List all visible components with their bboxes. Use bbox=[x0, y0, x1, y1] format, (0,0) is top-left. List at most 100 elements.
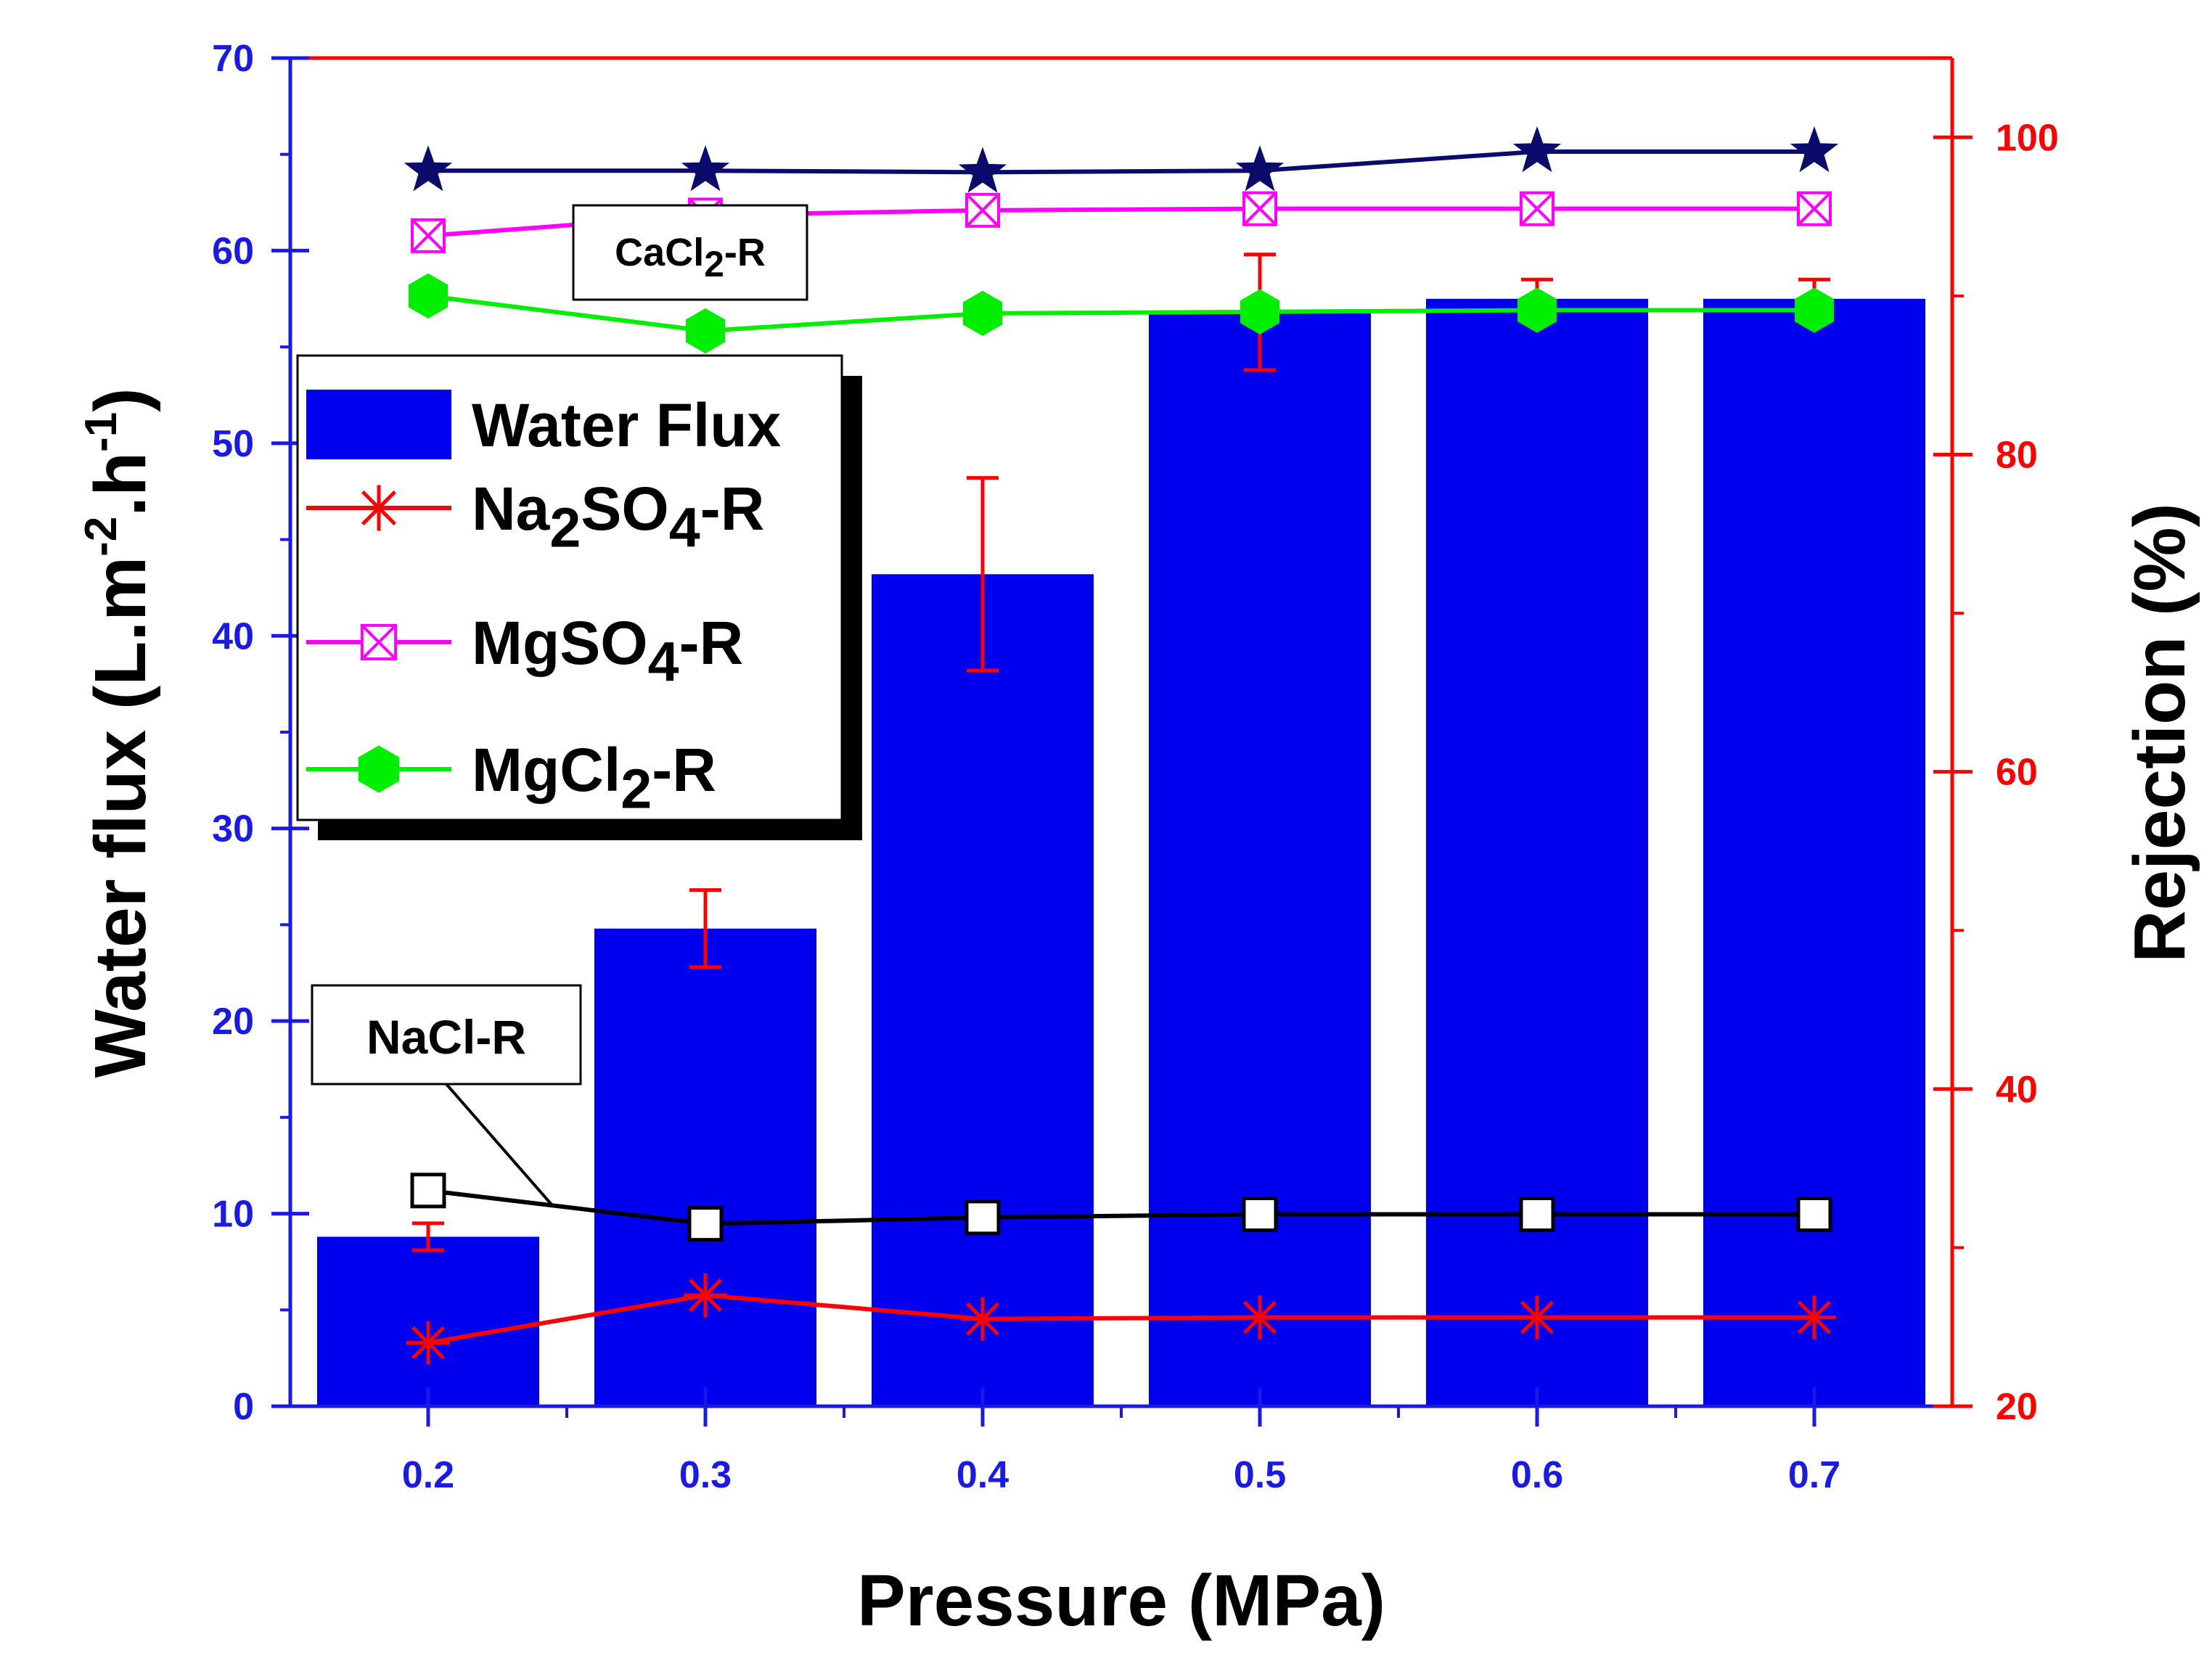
left-tick-label-30: 30 bbox=[212, 808, 254, 850]
point-Na2SO4-R-0.4 bbox=[961, 1297, 1004, 1341]
bar-0.7 bbox=[1703, 298, 1925, 1407]
legend-entry-Water Flux: Water Flux bbox=[306, 390, 782, 459]
legend-marker bbox=[356, 485, 402, 531]
x-tick-label-0.4: 0.4 bbox=[957, 1454, 1009, 1496]
series-MgCl2-R bbox=[409, 273, 1834, 354]
legend-marker bbox=[358, 745, 400, 793]
annotation-box-cacl2 bbox=[572, 204, 808, 301]
series-line-NaCl-R bbox=[427, 1188, 1814, 1226]
point-MgSO4-R-0.7 bbox=[1797, 191, 1832, 226]
legend-marker-stroke bbox=[361, 490, 397, 526]
error-bar-0.3 bbox=[689, 888, 721, 969]
legend-entry-Na2SO4-R: Na2SO4-R bbox=[306, 475, 764, 559]
axis-titles: Pressure (MPa) Water flux (L.m-2.h-1) Reje… bbox=[76, 387, 2200, 1641]
y-axis-title-part: .h bbox=[80, 452, 161, 517]
legend-label: MgSO4-R bbox=[472, 609, 743, 694]
left-tick-label-60: 60 bbox=[212, 230, 254, 272]
legend-label-part: 2 bbox=[549, 497, 581, 559]
left-tick-label-70: 70 bbox=[212, 38, 254, 80]
point-MgSO4-R-0.5 bbox=[1242, 191, 1277, 226]
annotation-cacl2: CaCl2-R bbox=[615, 231, 766, 284]
right-tick-label-40: 40 bbox=[1996, 1069, 2038, 1111]
y-axis-title-part: -1 bbox=[76, 412, 126, 452]
series-CaCl2-R bbox=[404, 126, 1839, 193]
annotation-nacl-part: NaCl-R bbox=[366, 1010, 526, 1064]
y-axis-title-part: ) bbox=[80, 387, 161, 411]
point-MgCl2-R-0.5 bbox=[1240, 289, 1279, 335]
series-line-Na2SO4-R bbox=[427, 1292, 1814, 1345]
right-tick-label-100: 100 bbox=[1996, 117, 2059, 159]
left-tick-label-50: 50 bbox=[212, 423, 254, 465]
point-MgSO4-R-0.2 bbox=[411, 218, 446, 253]
series-lines-layer bbox=[404, 126, 1839, 1365]
annotation-cacl2-part: CaCl bbox=[615, 231, 704, 274]
annotation-cacl2-part: 2 bbox=[704, 244, 724, 284]
legend-label: Na2SO4-R bbox=[472, 475, 764, 559]
bar-0.6 bbox=[1426, 298, 1648, 1407]
point-MgSO4-R-0.2-cross-b bbox=[411, 218, 446, 253]
legend-label-part: SO bbox=[581, 475, 668, 543]
legend-label-part: 4 bbox=[648, 631, 679, 694]
error-bar-0.2 bbox=[412, 1221, 444, 1252]
point-Na2SO4-R-0.5 bbox=[1238, 1295, 1282, 1339]
bar-0.5 bbox=[1149, 312, 1371, 1406]
series-line-MgCl2-R bbox=[427, 293, 1814, 333]
left-tick-label-10: 10 bbox=[212, 1194, 254, 1236]
left-tick-label-20: 20 bbox=[212, 1001, 254, 1043]
legend-entry-MgCl2-R: MgCl2-R bbox=[306, 736, 716, 821]
series-Na2SO4-R bbox=[406, 1273, 1836, 1365]
y-axis-title-left: Water flux (L.m-2.h-1) bbox=[76, 387, 161, 1078]
legend-label-part: Na bbox=[472, 475, 551, 543]
point-NaCl-R-0.6 bbox=[1519, 1197, 1555, 1233]
legend-label-part: -R bbox=[652, 736, 716, 804]
legend-label: Water Flux bbox=[472, 391, 782, 459]
annotation-leader-nacl bbox=[445, 1083, 553, 1206]
point-Na2SO4-R-0.7 bbox=[1793, 1295, 1836, 1339]
legend-label: MgCl2-R bbox=[472, 736, 716, 821]
y-axis-title-right: Rejection (%) bbox=[2119, 503, 2200, 962]
point-NaCl-R-0.5 bbox=[1242, 1197, 1278, 1233]
right-tick-label-60: 60 bbox=[1996, 752, 2038, 794]
point-NaCl-R-0.4 bbox=[964, 1199, 1001, 1236]
point-Na2SO4-R-0.3 bbox=[684, 1273, 727, 1317]
y-axis-title-left-text: Water flux (L.m-2.h-1) bbox=[76, 387, 161, 1078]
point-MgSO4-R-0.5-cross-b bbox=[1242, 192, 1277, 226]
bar-0.4 bbox=[872, 574, 1094, 1406]
x-tick-label-0.7: 0.7 bbox=[1788, 1454, 1840, 1496]
point-Na2SO4-R-0.4-stroke bbox=[966, 1302, 999, 1336]
point-Na2SO4-R-0.7-stroke bbox=[1798, 1300, 1831, 1334]
y-axis-title-part: -2 bbox=[76, 517, 126, 557]
annotation-box-nacl bbox=[311, 984, 582, 1086]
x-axis-title: Pressure (MPa) bbox=[857, 1560, 1385, 1641]
point-CaCl2-R-0.5 bbox=[1235, 145, 1285, 192]
series-NaCl-R bbox=[410, 1173, 1832, 1242]
legend-marker bbox=[360, 623, 398, 661]
legend-entry-MgSO4-R: MgSO4-R bbox=[306, 609, 743, 694]
point-MgSO4-R-0.6-cross-b bbox=[1520, 192, 1554, 226]
bar-0.3 bbox=[594, 928, 816, 1406]
point-MgSO4-R-0.6 bbox=[1520, 191, 1554, 226]
annotation-cacl2-part: -R bbox=[724, 231, 766, 274]
point-MgCl2-R-0.7 bbox=[1795, 287, 1834, 333]
point-MgCl2-R-0.2 bbox=[409, 273, 448, 319]
legend-label-part: 2 bbox=[620, 758, 652, 821]
legend-marker-cross-b bbox=[361, 624, 397, 660]
legend-swatch-water-flux bbox=[306, 390, 451, 459]
x-tick-label-0.2: 0.2 bbox=[402, 1454, 454, 1496]
error-bar-0.4 bbox=[967, 476, 999, 673]
point-MgCl2-R-0.3 bbox=[686, 308, 725, 354]
point-CaCl2-R-0.3 bbox=[681, 145, 730, 192]
point-Na2SO4-R-0.2 bbox=[406, 1321, 450, 1365]
legend-label-part: MgSO bbox=[472, 609, 648, 677]
point-MgSO4-R-0.7-cross-b bbox=[1797, 192, 1832, 226]
point-CaCl2-R-0.7 bbox=[1790, 126, 1839, 173]
axes-layer: 0 10 20 30 40 50 60 70 20 40 60 80 100 0.2 0.3 0.4 0.5 0.… bbox=[212, 38, 2059, 1496]
point-MgSO4-R-0.4 bbox=[965, 192, 1000, 228]
legend-label-part: -R bbox=[700, 475, 765, 543]
y-axis-title-part: Water flux (L.m bbox=[80, 557, 161, 1078]
point-Na2SO4-R-0.2-stroke bbox=[411, 1326, 445, 1360]
legend-label-part: 4 bbox=[669, 497, 700, 559]
annotation-nacl: NaCl-R bbox=[366, 1010, 526, 1064]
point-Na2SO4-R-0.6-stroke bbox=[1520, 1300, 1554, 1334]
